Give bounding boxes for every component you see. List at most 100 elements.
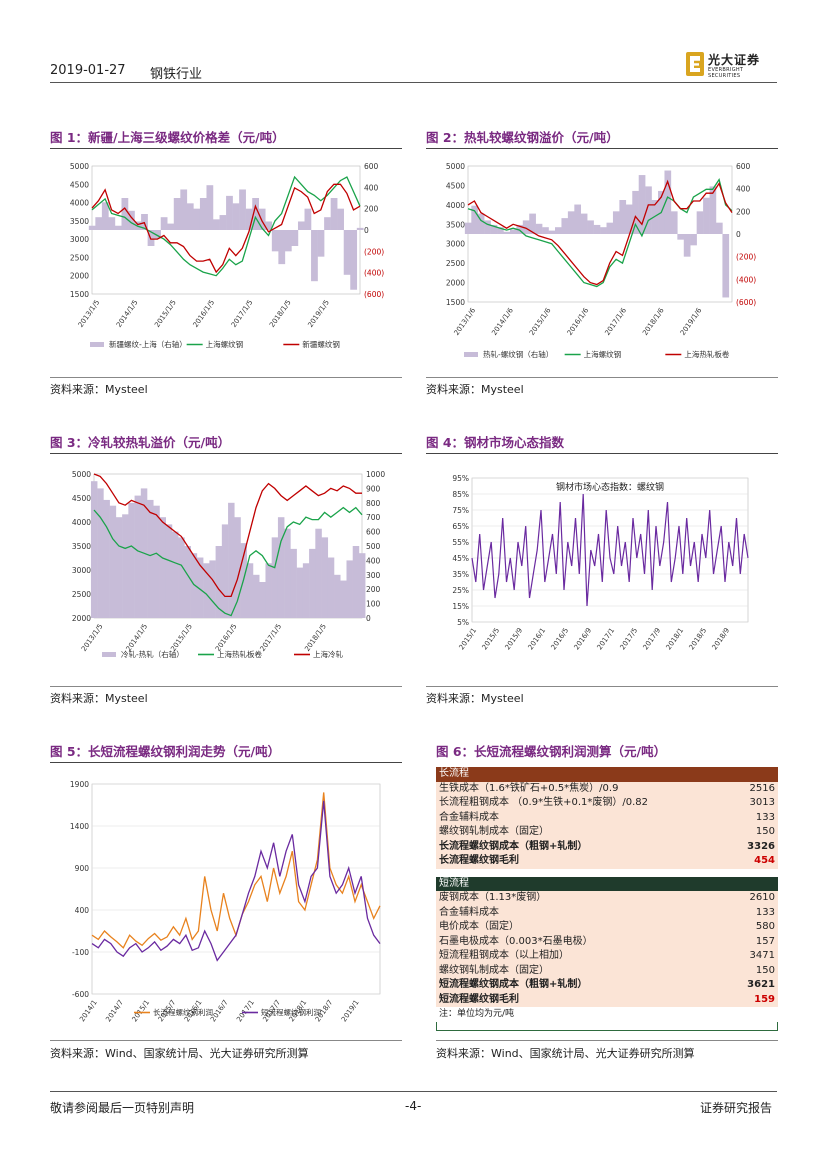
fig6-note-value — [731, 1007, 778, 1022]
fig6-cell-row: 长流程螺纹钢成本（粗钢+轧制） 3326 — [436, 839, 778, 854]
fig2-legend-label: 热轧-螺纹钢（右轴） — [483, 349, 553, 359]
fig1-source: 资料来源：Mysteel — [50, 383, 148, 396]
fig2-area-bar — [587, 220, 594, 234]
fig1-xtick-label: 2018/1/5 — [268, 299, 293, 329]
fig1-ytick-right-label: 400 — [364, 183, 379, 192]
fig1-area-bar — [101, 202, 109, 230]
fig3-area-bar — [115, 517, 123, 618]
fig3-area-bar — [284, 528, 291, 618]
fig4-xtick-label: 2015/9 — [504, 627, 525, 652]
fig6-cell-value: 159 — [731, 992, 778, 1007]
fig6-cell-label: 石墨电极成本（0.003*石墨电极） — [436, 934, 732, 949]
fig4-ytick-label: 35% — [452, 570, 469, 579]
fig3-area-bar — [340, 580, 347, 618]
fig6-spacer-label — [436, 868, 732, 877]
fig1-xtick-label: 2019/1/5 — [306, 299, 331, 329]
fig4-annotation: 钢材市场心态指数：螺纹钢 — [556, 481, 664, 493]
fig1-xtick-label: 2016/1/5 — [192, 299, 217, 329]
fig2-ytick-right-label: 0 — [736, 230, 741, 239]
fig2-xtick-label: 2015/1/6 — [528, 306, 553, 337]
fig1-area-bar — [304, 208, 312, 230]
fig3-ytick-right-label: 500 — [366, 542, 381, 551]
fig1-xtick-label: 2017/1/5 — [230, 299, 255, 329]
fig1-ytick-right-label: 600 — [364, 162, 379, 171]
fig5-bottom-rule — [50, 1040, 402, 1041]
fig1-area-bar — [356, 227, 364, 230]
fig2-area-bar — [645, 186, 652, 234]
fig1-ytick-right-label: (200) — [364, 247, 384, 256]
fig3-ytick-right-label: 100 — [366, 600, 381, 609]
fig3-area-bar — [90, 481, 98, 618]
fig6-cell-value: 150 — [731, 825, 778, 840]
fig6-cell-row: 生铁成本（1.6*铁矿石+0.5*焦炭）/0.9 2516 — [436, 781, 778, 796]
fig2-ytick-right-label: 200 — [736, 207, 751, 216]
fig3-ytick-right-label: 200 — [366, 585, 381, 594]
fig3-area-bar — [153, 505, 160, 618]
fig4-ytick-label: 45% — [452, 554, 469, 563]
fig3-area-bar — [315, 528, 322, 618]
fig3-xtick-label: 2018/1/5 — [303, 623, 328, 653]
fig2-area-bar — [638, 175, 646, 234]
fig1-series-line — [91, 183, 361, 274]
fig6-cell-value: 150 — [731, 963, 778, 978]
fig3-ytick-right-label: 700 — [366, 513, 381, 522]
fig1-area-bar — [219, 215, 227, 230]
fig4-xtick-label: 2016/9 — [573, 627, 594, 652]
fig3-ytick-right-label: 1000 — [366, 470, 385, 479]
fig1-area-bar — [160, 217, 168, 230]
fig6-cell-value: 580 — [731, 920, 778, 935]
fig1-area-bar — [245, 208, 253, 230]
fig6-cell-value: 2516 — [731, 781, 778, 796]
fig3-legend-label: 上海热轧板卷 — [217, 649, 262, 659]
fig4-xtick-label: 2018/1 — [665, 627, 686, 652]
fig6-cell-row: 短流程粗钢成本（以上相加） 3471 — [436, 949, 778, 964]
fig2-area-bar — [497, 227, 504, 234]
fig4-xtick-label: 2015/5 — [481, 627, 502, 652]
fig3-area-bar — [147, 499, 154, 618]
fig3-area-bar — [109, 505, 117, 618]
fig4-xtick-label: 2017/9 — [642, 627, 663, 652]
fig6-cell-value: 3621 — [731, 978, 778, 993]
fig2-legend-swatch — [464, 352, 478, 357]
fig2-area-bar — [600, 227, 607, 234]
fig2-area-bar — [606, 222, 614, 234]
fig6-cell-row: 电价成本（固定） 580 — [436, 920, 778, 935]
fig6-cell-row: 合金辅料成本 133 — [436, 810, 778, 825]
fig4-chart: 95%85%75%65%55%45%35%25%15%5%2015/1 2015/… — [452, 474, 749, 652]
fig6-bottom-rule — [436, 1040, 778, 1041]
fig2-ytick-label: 2000 — [446, 279, 465, 288]
fig3-ytick-label: 5000 — [72, 470, 91, 479]
fig1-area-bar — [239, 189, 246, 230]
fig1-legend-label: 新疆螺纹-上海（右轴） — [109, 339, 187, 349]
fig2-ytick-label: 3500 — [446, 220, 465, 229]
fig3-area-bar — [253, 574, 260, 618]
fig3-area-bar — [165, 524, 173, 618]
fig4-source: 资料来源：Mysteel — [426, 692, 524, 705]
fig3-ytick-label: 3000 — [72, 566, 91, 575]
fig2-area-bar — [664, 170, 672, 234]
fig6-source: 资料来源：Wind、国家统计局、光大证券研究所测算 — [436, 1047, 695, 1060]
fig3-ytick-right-label: 800 — [366, 499, 381, 508]
fig1-area-bar — [114, 225, 122, 230]
fig1-legend-label: 上海螺纹钢 — [206, 339, 244, 349]
fig1-xtick-label: 2013/1/5 — [77, 299, 102, 329]
fig3-area-bar — [290, 548, 297, 618]
fig3-area-bar — [221, 524, 229, 618]
fig6-cell-row: 合金辅料成本 133 — [436, 905, 778, 920]
fig2-area-bar — [593, 224, 601, 234]
fig2-area-bar — [477, 213, 485, 234]
fig6-section-header-value — [731, 767, 778, 782]
fig1-area-bar — [213, 219, 220, 230]
fig2-ytick-right-label: (200) — [736, 253, 756, 262]
fig2-ytick-label: 5000 — [446, 162, 465, 171]
fig5-xtick-label: 2014/7 — [104, 999, 125, 1024]
fig2-area-bar — [567, 211, 575, 234]
fig6-cell-value: 3471 — [731, 949, 778, 964]
fig2-xtick-label: 2013/1/6 — [453, 306, 478, 337]
fig1-area-bar — [297, 221, 305, 230]
fig4-xtick-label: 2016/5 — [550, 627, 571, 652]
fig1-ytick-label: 2500 — [70, 253, 89, 262]
fig6-cell-label: 短流程螺纹钢成本（粗钢+轧制） — [436, 978, 732, 993]
fig1-ytick-label: 4500 — [70, 180, 89, 189]
